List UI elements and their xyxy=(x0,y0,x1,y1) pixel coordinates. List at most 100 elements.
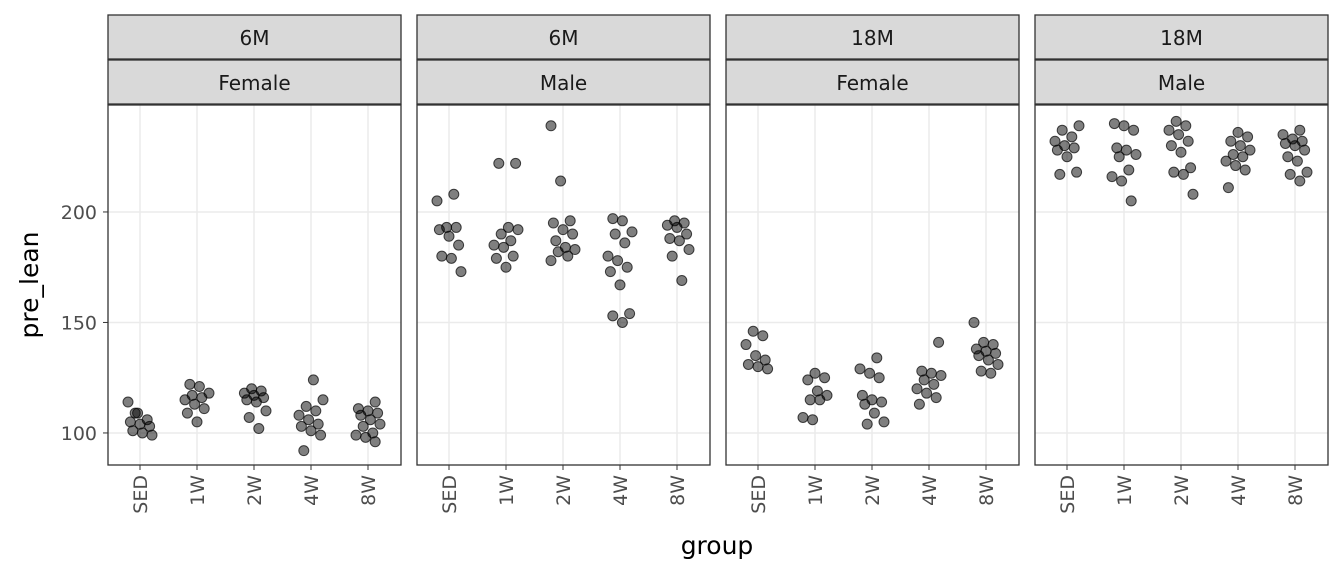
point xyxy=(243,411,255,423)
point xyxy=(982,354,994,366)
point xyxy=(443,230,455,242)
point xyxy=(819,372,831,384)
point xyxy=(555,175,567,187)
point xyxy=(500,261,512,273)
strip-background xyxy=(416,59,711,105)
point xyxy=(355,409,367,421)
point xyxy=(1061,151,1073,163)
point xyxy=(933,336,945,348)
point xyxy=(1168,166,1180,178)
strip-background xyxy=(107,14,402,60)
point xyxy=(878,416,890,428)
point xyxy=(804,394,816,406)
point xyxy=(975,365,987,377)
point xyxy=(807,414,819,426)
point xyxy=(453,239,465,251)
point xyxy=(859,398,871,410)
point xyxy=(1106,171,1118,183)
point xyxy=(136,427,148,439)
point xyxy=(431,195,443,207)
strip-background xyxy=(1034,14,1329,60)
point xyxy=(1239,164,1251,176)
point xyxy=(450,221,462,233)
x-tick-label: 8W xyxy=(358,475,380,506)
point xyxy=(295,420,307,432)
point xyxy=(545,120,557,132)
x-tick-label: 1W xyxy=(496,475,518,506)
point xyxy=(1073,120,1085,132)
point xyxy=(873,372,885,384)
point xyxy=(191,416,203,428)
point xyxy=(357,420,369,432)
point xyxy=(626,226,638,238)
point xyxy=(545,255,557,267)
point xyxy=(1237,151,1249,163)
point xyxy=(350,429,362,441)
point xyxy=(864,367,876,379)
point xyxy=(809,367,821,379)
point xyxy=(814,394,826,406)
point xyxy=(372,407,384,419)
point xyxy=(1232,126,1244,138)
point xyxy=(973,350,985,362)
point xyxy=(1130,149,1142,161)
x-tick-label: 4W xyxy=(610,475,632,506)
x-tick-label: 2W xyxy=(553,475,575,506)
point xyxy=(1125,195,1137,207)
point xyxy=(616,316,628,328)
point xyxy=(861,418,873,430)
point xyxy=(602,250,614,262)
point xyxy=(1120,144,1132,156)
x-tick-label: 1W xyxy=(187,475,209,506)
point xyxy=(928,378,940,390)
point xyxy=(1170,115,1182,127)
point xyxy=(253,423,265,435)
point xyxy=(661,219,673,231)
strip-label: Male xyxy=(1158,71,1205,95)
point xyxy=(683,244,695,256)
point xyxy=(293,409,305,421)
point xyxy=(310,405,322,417)
point xyxy=(433,224,445,236)
x-tick-label: 4W xyxy=(919,475,941,506)
point xyxy=(621,261,633,273)
point xyxy=(752,361,764,373)
point xyxy=(298,445,310,457)
point xyxy=(303,414,315,426)
point xyxy=(317,394,329,406)
y-tick-label: 100 xyxy=(61,423,97,445)
strip-background xyxy=(725,59,1020,105)
point xyxy=(666,250,678,262)
point xyxy=(871,352,883,364)
point xyxy=(1054,168,1066,180)
point xyxy=(557,224,569,236)
point xyxy=(300,400,312,412)
strip-label: 6M xyxy=(549,26,579,50)
point xyxy=(260,405,272,417)
point xyxy=(241,394,253,406)
point xyxy=(624,308,636,320)
point xyxy=(1244,144,1256,156)
point xyxy=(1185,162,1197,174)
point xyxy=(436,250,448,262)
point xyxy=(1289,140,1301,152)
point xyxy=(985,367,997,379)
point xyxy=(992,358,1004,370)
y-tick-label: 150 xyxy=(61,312,97,334)
point xyxy=(455,266,467,278)
x-tick-label: 2W xyxy=(1171,475,1193,506)
point xyxy=(747,325,759,337)
point xyxy=(189,398,201,410)
point xyxy=(1177,168,1189,180)
point xyxy=(564,215,576,227)
point xyxy=(181,407,193,419)
point xyxy=(1068,142,1080,154)
strip-label: 18M xyxy=(851,26,894,50)
point xyxy=(488,239,500,251)
strip-label: 6M xyxy=(240,26,270,50)
point xyxy=(1187,188,1199,200)
point xyxy=(1113,151,1125,163)
point xyxy=(562,250,574,262)
point xyxy=(448,188,460,200)
